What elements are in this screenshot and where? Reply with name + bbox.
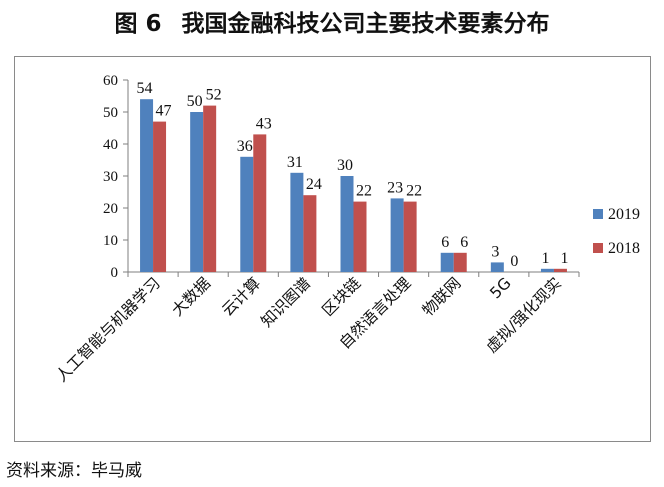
bar-2018 (403, 201, 417, 272)
legend-label-2019: 2019 (608, 206, 640, 223)
category-label: 物联网 (419, 274, 465, 320)
category-label: 区块链 (319, 274, 365, 320)
y-tick-label: 0 (111, 265, 119, 281)
data-label-2018: 0 (510, 253, 518, 270)
chart-title: 图 6 我国金融科技公司主要技术要素分布 (0, 4, 664, 38)
data-label-2019: 6 (441, 234, 449, 251)
y-tick-label: 40 (103, 137, 118, 153)
y-tick-label: 60 (103, 73, 118, 89)
data-label-2019: 1 (541, 250, 549, 267)
category-label: 5G (486, 274, 514, 302)
data-label-2019: 36 (237, 138, 253, 155)
data-label-2018: 43 (256, 115, 272, 132)
bar-2018 (303, 195, 317, 272)
bar-2019 (290, 172, 304, 272)
source-note: 资料来源：毕马威 (6, 461, 142, 481)
data-label-2018: 47 (156, 103, 172, 120)
bar-2019 (490, 262, 504, 272)
y-tick-label: 50 (103, 105, 118, 121)
bar-2018 (553, 268, 567, 272)
bar-2019 (190, 112, 204, 272)
bar-2019 (240, 156, 254, 272)
bar-2019 (340, 176, 354, 272)
category-label: 人工智能与机器学习 (53, 274, 164, 385)
bar-2018 (153, 121, 167, 272)
category-label: 知识图谱 (258, 274, 315, 331)
chart-frame: 0 10 20 30 40 50 60 54 47 人工智能与机器学习 50 52 大数据 36 43 云计算… (14, 56, 651, 442)
bar-2019 (440, 252, 454, 272)
legend-label-2018: 2018 (608, 240, 640, 257)
data-label-2018: 24 (306, 176, 322, 193)
legend-swatch-2018 (593, 243, 603, 253)
title-text: 我国金融科技公司主要技术要素分布 (181, 11, 550, 37)
data-label-2019: 3 (491, 243, 499, 260)
data-label-2018: 22 (406, 183, 422, 200)
y-tick-label: 30 (103, 169, 118, 185)
category-label: 大数据 (168, 274, 214, 320)
legend-swatch-2019 (593, 209, 603, 219)
figure-number: 图 6 (114, 11, 162, 37)
bar-2019 (540, 268, 554, 272)
bar-2018 (203, 105, 217, 272)
data-label-2018: 22 (356, 183, 372, 200)
data-label-2019: 54 (137, 80, 153, 97)
y-tick-label: 20 (103, 201, 118, 217)
bar-2019 (140, 99, 154, 272)
bar-2018 (353, 201, 367, 272)
data-label-2019: 31 (287, 154, 303, 171)
data-label-2018: 52 (206, 87, 222, 104)
y-tick-label: 10 (103, 233, 118, 249)
data-label-2019: 23 (387, 179, 403, 196)
bar-2018 (253, 134, 267, 272)
data-label-2019: 30 (337, 157, 353, 174)
bar-2018 (453, 252, 467, 272)
data-label-2018: 1 (560, 250, 568, 267)
data-label-2019: 50 (187, 93, 203, 110)
data-label-2018: 6 (460, 234, 468, 251)
bar-2019 (390, 198, 404, 272)
category-label: 云计算 (218, 273, 264, 319)
